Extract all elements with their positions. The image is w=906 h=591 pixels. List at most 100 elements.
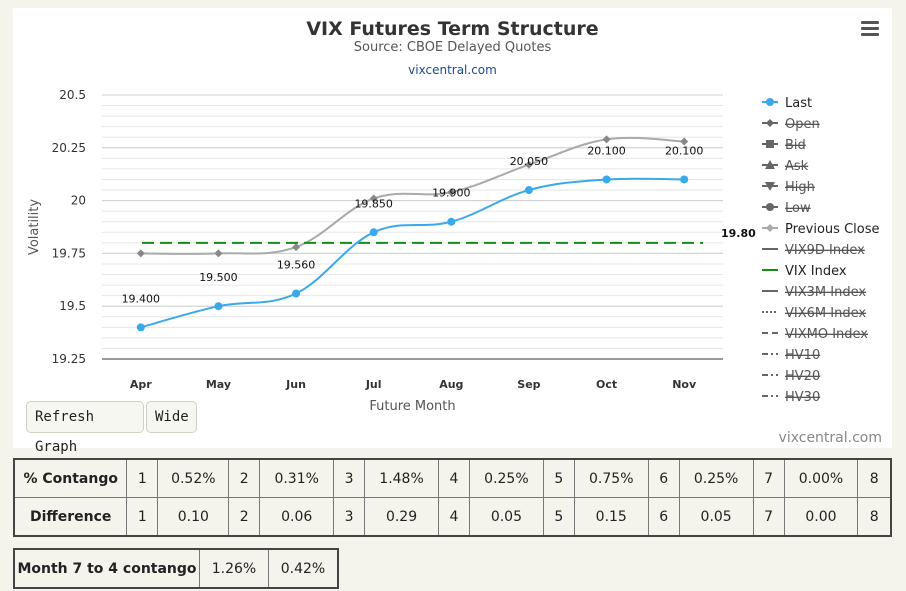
last-point — [602, 175, 611, 184]
month-contango-label: Month 7 to 4 contango — [13, 548, 200, 589]
month-index-cell: 1 — [126, 497, 159, 537]
legend-symbol — [766, 224, 774, 232]
month-index-cell: 8 — [857, 497, 892, 537]
value-cell: 0.05 — [468, 497, 544, 537]
value-cell: 0.75% — [573, 458, 649, 498]
legend-item[interactable]: Previous Close — [785, 222, 880, 237]
legend-item[interactable]: VIX9D Index — [785, 243, 865, 258]
month-index-cell: 3 — [333, 497, 366, 537]
last-point — [136, 323, 145, 332]
x-tick-label: Aug — [439, 378, 463, 391]
x-axis-title: Future Month — [369, 399, 455, 414]
month-index-cell: 4 — [438, 497, 470, 537]
value-cell: 0.10 — [157, 497, 230, 537]
month-index-cell: 6 — [647, 497, 680, 537]
value-cell: 0.25% — [678, 458, 754, 498]
legend-item[interactable]: VIX3M Index — [785, 285, 866, 300]
previous-close-point — [369, 194, 378, 203]
y-tick-label: 20.5 — [59, 88, 86, 102]
month-index-cell: 6 — [647, 458, 680, 498]
refresh-graph-button[interactable]: Refresh Graph — [26, 401, 144, 455]
month-contango-value: 0.42% — [268, 548, 339, 589]
legend-symbol — [766, 119, 774, 127]
x-tick-label: Sep — [517, 378, 540, 391]
legend-item[interactable]: VIXMO Index — [785, 327, 868, 342]
month-index-cell: 4 — [438, 458, 470, 498]
previous-close-point — [524, 160, 533, 169]
last-point — [524, 186, 533, 195]
value-cell: 0.15 — [573, 497, 649, 537]
previous-close-point — [214, 249, 223, 258]
legend-item[interactable]: VIX6M Index — [785, 306, 866, 321]
month-index-cell: 5 — [542, 497, 575, 537]
month-index-cell: 2 — [228, 497, 261, 537]
y-axis-title: Volatility — [27, 199, 42, 255]
month-index-cell: 8 — [857, 458, 892, 498]
y-tick-label: 20 — [71, 194, 86, 208]
chart-card: VIX Futures Term Structure Source: CBOE … — [13, 8, 892, 455]
hamburger-menu-icon[interactable] — [861, 21, 879, 37]
data-label: 19.400 — [122, 292, 161, 305]
month-contango-table: Month 7 to 4 contango 1.26% 0.42% — [13, 548, 339, 589]
legend-item[interactable]: Bid — [785, 138, 806, 153]
data-label: 20.050 — [510, 155, 549, 168]
value-cell: 0.25% — [468, 458, 544, 498]
legend-item[interactable]: Ask — [785, 159, 809, 174]
table-row: % Contango 1 0.52% 2 0.31% 3 1.48% 4 0.25% 5 0.75%… — [13, 458, 892, 498]
data-label: 20.100 — [587, 144, 626, 157]
value-cell: 0.06 — [259, 497, 335, 537]
previous-close-point — [292, 243, 301, 252]
table-row: Difference 1 0.10 2 0.06 3 0.29 4 0.05 5 0.15 6 0.05… — [13, 497, 892, 537]
value-cell: 0.00% — [783, 458, 859, 498]
previous-close-line — [140, 136, 685, 255]
data-label: 19.850 — [354, 197, 393, 210]
month-index-cell: 5 — [542, 458, 575, 498]
x-tick-label: Jul — [365, 378, 382, 391]
chart-title: VIX Futures Term Structure — [306, 18, 599, 40]
last-point — [369, 228, 378, 237]
legend-symbol — [765, 182, 775, 191]
wide-button[interactable]: Wide — [146, 401, 197, 433]
legend-item[interactable]: High — [785, 180, 815, 195]
legend-item[interactable]: VIX Index — [785, 264, 847, 279]
last-point — [680, 175, 689, 184]
legend-item[interactable]: Open — [785, 117, 820, 132]
contango-table: % Contango 1 0.52% 2 0.31% 3 1.48% 4 0.25% 5 0.75%… — [13, 458, 892, 537]
month-index-cell: 2 — [228, 458, 261, 498]
legend-item[interactable]: HV20 — [785, 369, 820, 384]
chart-site-link[interactable]: vixcentral.com — [408, 63, 497, 77]
y-tick-label: 19.25 — [52, 352, 86, 366]
last-point — [292, 289, 301, 298]
legend-item[interactable]: Low — [785, 201, 811, 216]
vix-index-label: 19.80 — [721, 227, 756, 240]
chart-subtitle: Source: CBOE Delayed Quotes — [353, 40, 552, 55]
data-label: 20.100 — [665, 144, 704, 157]
data-label: 19.560 — [277, 259, 316, 272]
value-cell: 1.48% — [364, 458, 439, 498]
legend-item[interactable]: Last — [785, 96, 812, 111]
x-tick-label: May — [206, 378, 231, 391]
previous-close-point — [680, 137, 689, 146]
month-index-cell: 3 — [333, 458, 366, 498]
last-point — [447, 217, 456, 226]
data-label: 19.900 — [432, 187, 471, 200]
value-cell: 0.52% — [157, 458, 230, 498]
y-tick-label: 19.5 — [59, 299, 86, 313]
legend-item[interactable]: HV30 — [785, 390, 820, 405]
legend-item[interactable]: HV10 — [785, 348, 820, 363]
y-tick-label: 19.75 — [52, 246, 86, 260]
x-tick-label: Jun — [285, 378, 306, 391]
data-label: 19.500 — [199, 271, 238, 284]
x-tick-label: Oct — [596, 378, 617, 391]
x-tick-label: Apr — [130, 378, 152, 391]
month-index-cell: 7 — [752, 497, 785, 537]
x-tick-label: Nov — [672, 378, 697, 391]
term-structure-chart: 19.25 19.5 19.75 20 20.25 20.5 Apr May Jun Jul Aug… — [27, 88, 880, 414]
previous-close-point — [136, 249, 145, 258]
row-label: Difference — [13, 497, 128, 537]
y-tick-label: 20.25 — [52, 141, 86, 155]
chart-credit[interactable]: vixcentral.com — [778, 430, 882, 446]
month-index-cell: 7 — [752, 458, 785, 498]
last-point — [214, 302, 223, 311]
previous-close-point — [602, 135, 611, 144]
